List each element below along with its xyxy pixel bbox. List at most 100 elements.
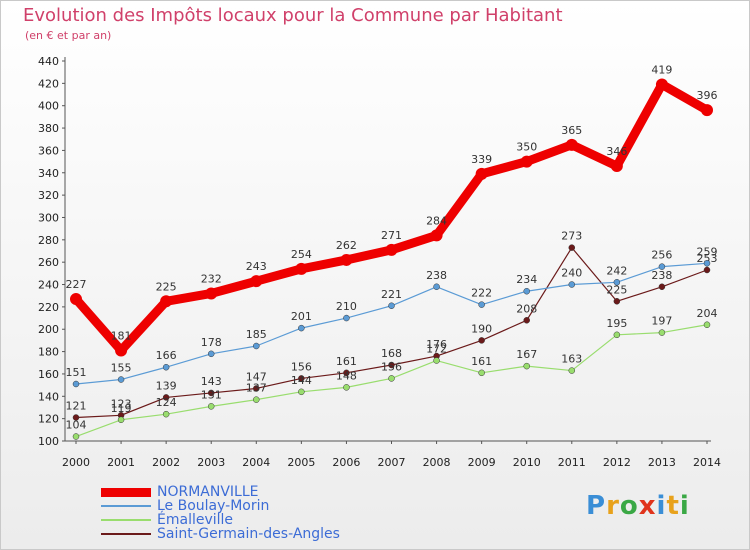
legend-swatch-emalleville <box>101 519 151 521</box>
legend-label: Émalleville <box>157 512 234 528</box>
data-point <box>162 410 170 418</box>
data-label: 123 <box>111 397 132 410</box>
data-point <box>340 253 353 266</box>
data-label: 232 <box>201 272 222 285</box>
data-point <box>568 281 576 288</box>
legend-swatch-normanville <box>101 487 151 497</box>
data-label: 225 <box>606 283 627 296</box>
y-tick-label: 220 <box>38 301 59 314</box>
data-point <box>703 321 711 329</box>
y-tick-label: 380 <box>38 122 59 135</box>
x-tick-label: 2007 <box>378 456 406 469</box>
data-point <box>160 295 173 308</box>
data-point <box>478 301 485 308</box>
logo-letter: P <box>586 491 607 521</box>
legend-item-saint-germain: Saint-Germain-des-Angles <box>101 527 340 541</box>
data-label: 240 <box>561 267 582 280</box>
legend: NORMANVILLE Le Boulay-Morin Émalleville … <box>101 485 340 541</box>
x-tick-label: 2002 <box>152 456 180 469</box>
y-tick-label: 120 <box>38 413 59 426</box>
x-tick-label: 2003 <box>197 456 225 469</box>
data-label: 156 <box>291 360 312 373</box>
data-point <box>701 104 713 117</box>
data-point <box>253 385 260 392</box>
data-label: 144 <box>291 374 312 387</box>
data-label: 222 <box>471 287 492 300</box>
data-point <box>658 329 666 336</box>
legend-item-emalleville: Émalleville <box>101 513 340 527</box>
data-label: 221 <box>381 288 402 301</box>
data-point <box>568 244 576 251</box>
data-label: 350 <box>516 141 537 154</box>
x-tick-label: 2009 <box>468 456 496 469</box>
data-point <box>162 394 170 401</box>
data-label: 190 <box>471 322 492 335</box>
x-tick-label: 2001 <box>107 456 135 469</box>
data-label: 365 <box>561 124 582 137</box>
data-point <box>658 283 666 291</box>
logo-letter: i <box>679 491 690 521</box>
data-point <box>430 229 443 242</box>
data-point <box>117 416 125 424</box>
data-point <box>523 317 530 324</box>
y-tick-label: 100 <box>38 435 59 448</box>
data-label: 396 <box>697 89 718 102</box>
y-tick-label: 180 <box>38 346 59 359</box>
data-point <box>613 279 621 286</box>
data-point <box>70 293 82 306</box>
data-point <box>343 384 350 391</box>
x-tick-label: 2014 <box>693 456 721 469</box>
data-label: 419 <box>651 63 672 76</box>
data-point <box>343 314 350 322</box>
data-label: 256 <box>651 249 672 262</box>
data-point <box>250 275 263 288</box>
data-point <box>613 331 621 339</box>
data-label: 151 <box>66 366 87 379</box>
data-point <box>117 376 125 383</box>
y-tick-label: 440 <box>38 55 59 68</box>
data-label: 208 <box>516 302 537 315</box>
legend-label: Saint-Germain-des-Angles <box>157 526 340 542</box>
data-label: 139 <box>156 379 177 392</box>
y-tick-label: 300 <box>38 211 59 224</box>
data-label: 143 <box>201 375 222 388</box>
data-label: 131 <box>201 388 222 401</box>
data-point <box>298 324 305 332</box>
data-label: 156 <box>381 360 402 373</box>
legend-swatch-le-boulay-morin <box>101 505 151 507</box>
data-label: 172 <box>426 343 447 356</box>
data-label: 155 <box>111 362 132 375</box>
data-label: 273 <box>561 230 582 243</box>
x-tick-label: 2008 <box>423 456 451 469</box>
data-point <box>388 361 395 369</box>
data-label: 254 <box>291 248 312 261</box>
chart-title: Evolution des Impôts locaux pour la Comm… <box>23 5 563 26</box>
data-label: 176 <box>426 338 447 351</box>
data-label: 234 <box>516 273 537 286</box>
series-1: 151 155 166 178 185 201 210 221 238 222 234 240 242 2… <box>66 245 718 388</box>
data-label: 167 <box>516 348 537 361</box>
data-point <box>253 396 260 403</box>
data-label: 238 <box>651 269 672 282</box>
data-label: 201 <box>291 310 312 323</box>
logo-letter: i <box>656 491 667 521</box>
data-point <box>388 302 395 310</box>
y-tick-label: 200 <box>38 323 59 336</box>
x-tick-label: 2013 <box>648 456 676 469</box>
y-tick-label: 260 <box>38 256 59 269</box>
data-point <box>72 380 80 388</box>
y-tick-label: 420 <box>38 77 59 90</box>
y-tick-label: 140 <box>38 390 59 403</box>
data-point <box>523 362 530 370</box>
legend-label: NORMANVILLE <box>157 484 259 500</box>
data-label: 185 <box>246 328 267 341</box>
data-point <box>298 388 305 396</box>
data-label: 168 <box>381 347 402 360</box>
data-point <box>703 266 711 274</box>
legend-swatch-saint-germain <box>101 533 151 535</box>
data-point <box>205 287 218 300</box>
data-label: 227 <box>66 278 87 291</box>
chart-subtitle: (en € et par an) <box>25 29 112 42</box>
data-label: 124 <box>156 396 177 409</box>
data-label: 147 <box>246 370 267 383</box>
